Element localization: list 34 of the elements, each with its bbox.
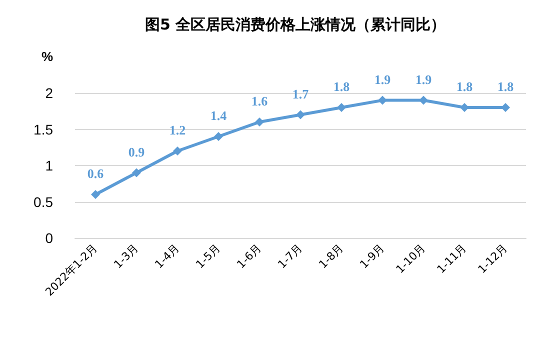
point bbox=[214, 132, 223, 141]
data-label: 1.2 bbox=[169, 122, 186, 138]
data-label: 0.6 bbox=[87, 166, 104, 181]
data-label: 1.8 bbox=[333, 79, 350, 94]
point bbox=[296, 110, 305, 120]
y-tick-label: 0 bbox=[45, 230, 54, 246]
data-label: 1.9 bbox=[374, 72, 392, 87]
y-axis-title: % bbox=[41, 49, 54, 64]
point bbox=[378, 96, 387, 105]
x-tick-label: 1-8月 bbox=[316, 241, 346, 272]
x-tick-label: 1-7月 bbox=[275, 241, 306, 272]
y-tick-label: 2 bbox=[45, 85, 54, 101]
data-label: 1.7 bbox=[292, 86, 310, 102]
x-tick-label: 1-5月 bbox=[193, 241, 224, 272]
data-label: 1.4 bbox=[210, 108, 228, 123]
chart-title: 图5 全区居民消费价格上涨情况（累计同比） bbox=[145, 16, 446, 34]
y-tick-label: 0.5 bbox=[34, 194, 54, 210]
data-label: 1.8 bbox=[497, 79, 514, 94]
y-tick-label: 1 bbox=[45, 158, 54, 174]
y-tick-label: 1.5 bbox=[34, 121, 54, 138]
point bbox=[419, 96, 428, 105]
point bbox=[91, 190, 100, 199]
data-label: 1.9 bbox=[415, 72, 432, 87]
point bbox=[337, 103, 346, 112]
data-label: 1.8 bbox=[456, 79, 474, 94]
x-tick-label: 1-3月 bbox=[111, 241, 142, 272]
point bbox=[255, 118, 264, 126]
point bbox=[173, 146, 182, 156]
point bbox=[132, 168, 141, 178]
x-tick-label: 1-9月 bbox=[357, 241, 388, 272]
x-tick-label: 1-4月 bbox=[152, 241, 182, 272]
x-tick-label: 1-6月 bbox=[234, 241, 264, 272]
data-label: 1.6 bbox=[251, 94, 268, 108]
data-label: 0.9 bbox=[128, 144, 146, 160]
